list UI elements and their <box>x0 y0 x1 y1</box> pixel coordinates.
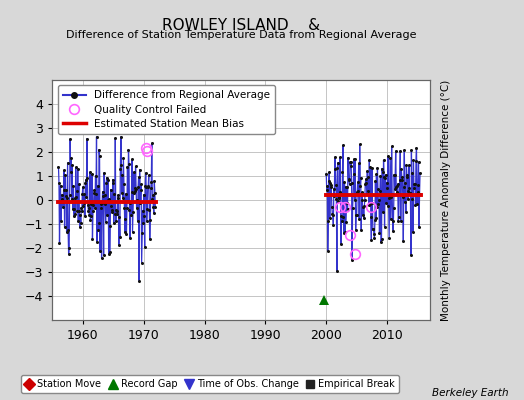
Text: Berkeley Earth: Berkeley Earth <box>432 388 508 398</box>
Legend: Difference from Regional Average, Quality Control Failed, Estimated Station Mean: Difference from Regional Average, Qualit… <box>58 85 275 134</box>
Y-axis label: Monthly Temperature Anomaly Difference (°C): Monthly Temperature Anomaly Difference (… <box>442 79 452 321</box>
Legend: Station Move, Record Gap, Time of Obs. Change, Empirical Break: Station Move, Record Gap, Time of Obs. C… <box>20 375 399 393</box>
Text: Difference of Station Temperature Data from Regional Average: Difference of Station Temperature Data f… <box>66 30 416 40</box>
Text: ROWLEY ISLAND    &: ROWLEY ISLAND & <box>162 18 320 33</box>
